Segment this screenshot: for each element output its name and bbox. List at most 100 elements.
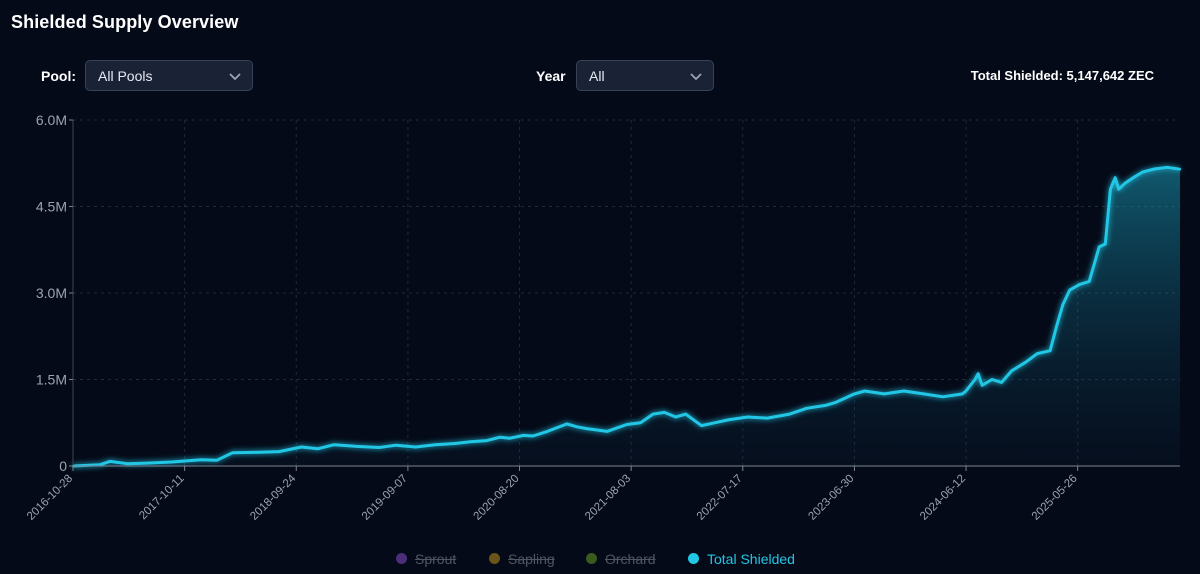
data-point [922,392,925,396]
year-select[interactable]: All [576,60,714,91]
legend-label: Sprout [415,551,457,567]
data-point [834,401,837,404]
data-point [1141,170,1145,174]
data-point [565,422,569,426]
data-point [584,427,588,430]
legend-dot [688,553,699,564]
data-point [625,423,628,426]
data-point [575,425,579,428]
data-point [941,395,945,398]
data-point [700,424,703,427]
pool-label: Pool: [41,68,76,84]
legend-dot [489,553,500,564]
data-point [684,412,687,416]
data-point [215,459,219,462]
x-tick-label: 2021-08-03 [583,473,633,523]
data-point [316,447,320,450]
data-point [805,407,808,410]
data-point [1123,182,1127,185]
data-point [1078,283,1081,286]
data-point [277,450,281,453]
data-point [980,384,984,387]
data-point [199,458,203,461]
x-tick-label: 2018-09-24 [248,472,299,523]
data-point [1166,166,1169,169]
legend-label: Sapling [508,551,555,567]
y-tick-label: 6.0M [36,112,67,128]
data-point [1098,245,1101,249]
data-point [258,451,261,454]
data-point [1132,176,1135,179]
data-point [663,411,666,414]
x-tick-label: 2019-09-07 [360,473,410,523]
data-point [1048,349,1052,352]
data-point [964,389,968,393]
data-point [674,415,677,419]
data-point [853,392,856,396]
data-point [1055,326,1058,329]
data-point [746,415,749,419]
data-point [378,446,381,449]
page-title: Shielded Supply Overview [11,12,239,32]
legend-dot [586,553,597,564]
data-point [1088,280,1091,283]
x-tick-label: 2022-07-17 [695,473,745,523]
data-point [1153,167,1156,171]
y-tick-label: 4.5M [36,199,67,215]
data-point [126,462,129,465]
data-point [332,443,336,446]
data-point [145,461,148,465]
data-point [977,372,980,375]
chart-legend: Sprout Sapling Orchard Total Shielded [0,550,1200,568]
data-point [522,434,525,437]
data-point [726,418,730,422]
data-point [453,442,457,445]
pool-select-value: All Pools [98,68,153,84]
x-tick-label: 2025-05-26 [1030,473,1080,523]
data-point [300,445,303,449]
x-tick-label: 2024-06-12 [918,473,968,523]
data-point [485,439,488,442]
data-point [1036,352,1039,355]
year-label: Year [536,68,566,84]
total-shielded-readout: Total Shielded: 5,147,642 ZEC [970,68,1154,83]
data-point [639,421,642,424]
data-point [531,434,535,438]
legend-label: Orchard [605,551,656,567]
chevron-down-icon [690,73,702,81]
data-point [546,430,549,433]
data-point [863,389,866,393]
data-point [1061,303,1065,306]
data-point [651,412,655,416]
chevron-down-icon [229,73,241,81]
x-tick-label: 2017-10-11 [137,473,186,522]
data-point [713,421,716,424]
data-point [990,378,994,381]
data-point [973,378,977,381]
data-point [788,412,791,416]
data-point [1104,242,1107,246]
data-point [1000,381,1003,384]
data-point [414,445,417,449]
x-tick-label: 2016-10-28 [25,473,75,523]
data-point [1178,168,1182,171]
data-point [498,436,502,439]
data-point [961,392,964,396]
data-point [605,430,609,433]
data-point [766,416,769,420]
data-point [1068,288,1071,292]
data-point [1109,188,1112,191]
y-tick-label: 1.5M [36,372,67,388]
data-point [1117,188,1120,191]
data-point [108,460,112,463]
data-point [394,444,398,447]
x-tick-label: 2023-06-30 [806,473,856,523]
y-tick-label: 0 [59,458,67,474]
pool-select[interactable]: All Pools [85,60,253,91]
data-point [1024,361,1027,364]
legend-dot [396,553,407,564]
data-point [1114,176,1117,179]
y-tick-label: 3.0M [36,285,67,301]
